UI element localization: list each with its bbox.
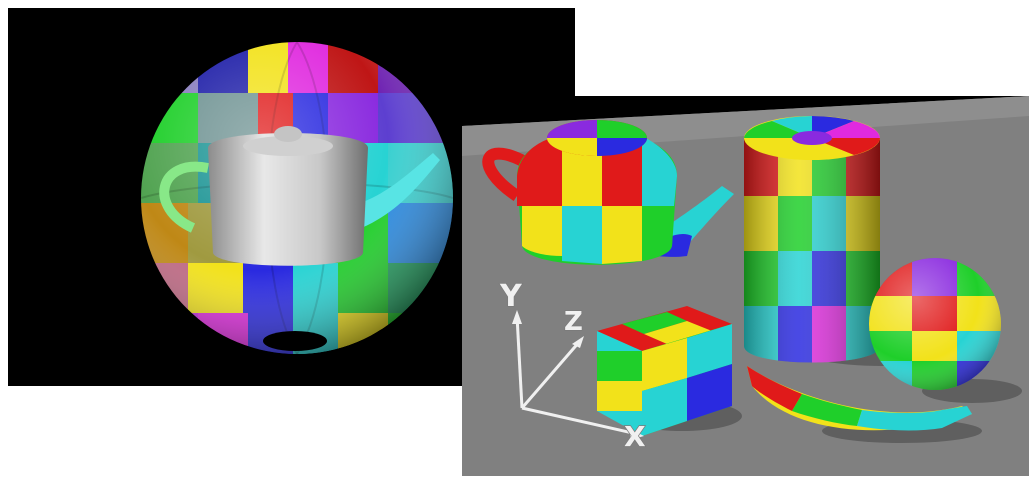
checkered-cube bbox=[597, 306, 732, 436]
checkered-teapot bbox=[482, 120, 734, 265]
primitives-scene-svg: Y Z X bbox=[462, 96, 1029, 476]
axis-label-y: Y bbox=[499, 279, 523, 314]
axis-label-z: Z bbox=[564, 307, 583, 337]
axis-label-x: X bbox=[624, 420, 646, 453]
sphere-scene-svg bbox=[141, 42, 453, 354]
axes-gizmo: Y Z X bbox=[498, 278, 647, 454]
checkered-banana bbox=[747, 366, 972, 431]
checkered-cylinder bbox=[744, 116, 880, 363]
primitives-scene-image: Y Z X bbox=[462, 96, 1029, 476]
teapot bbox=[159, 126, 440, 266]
